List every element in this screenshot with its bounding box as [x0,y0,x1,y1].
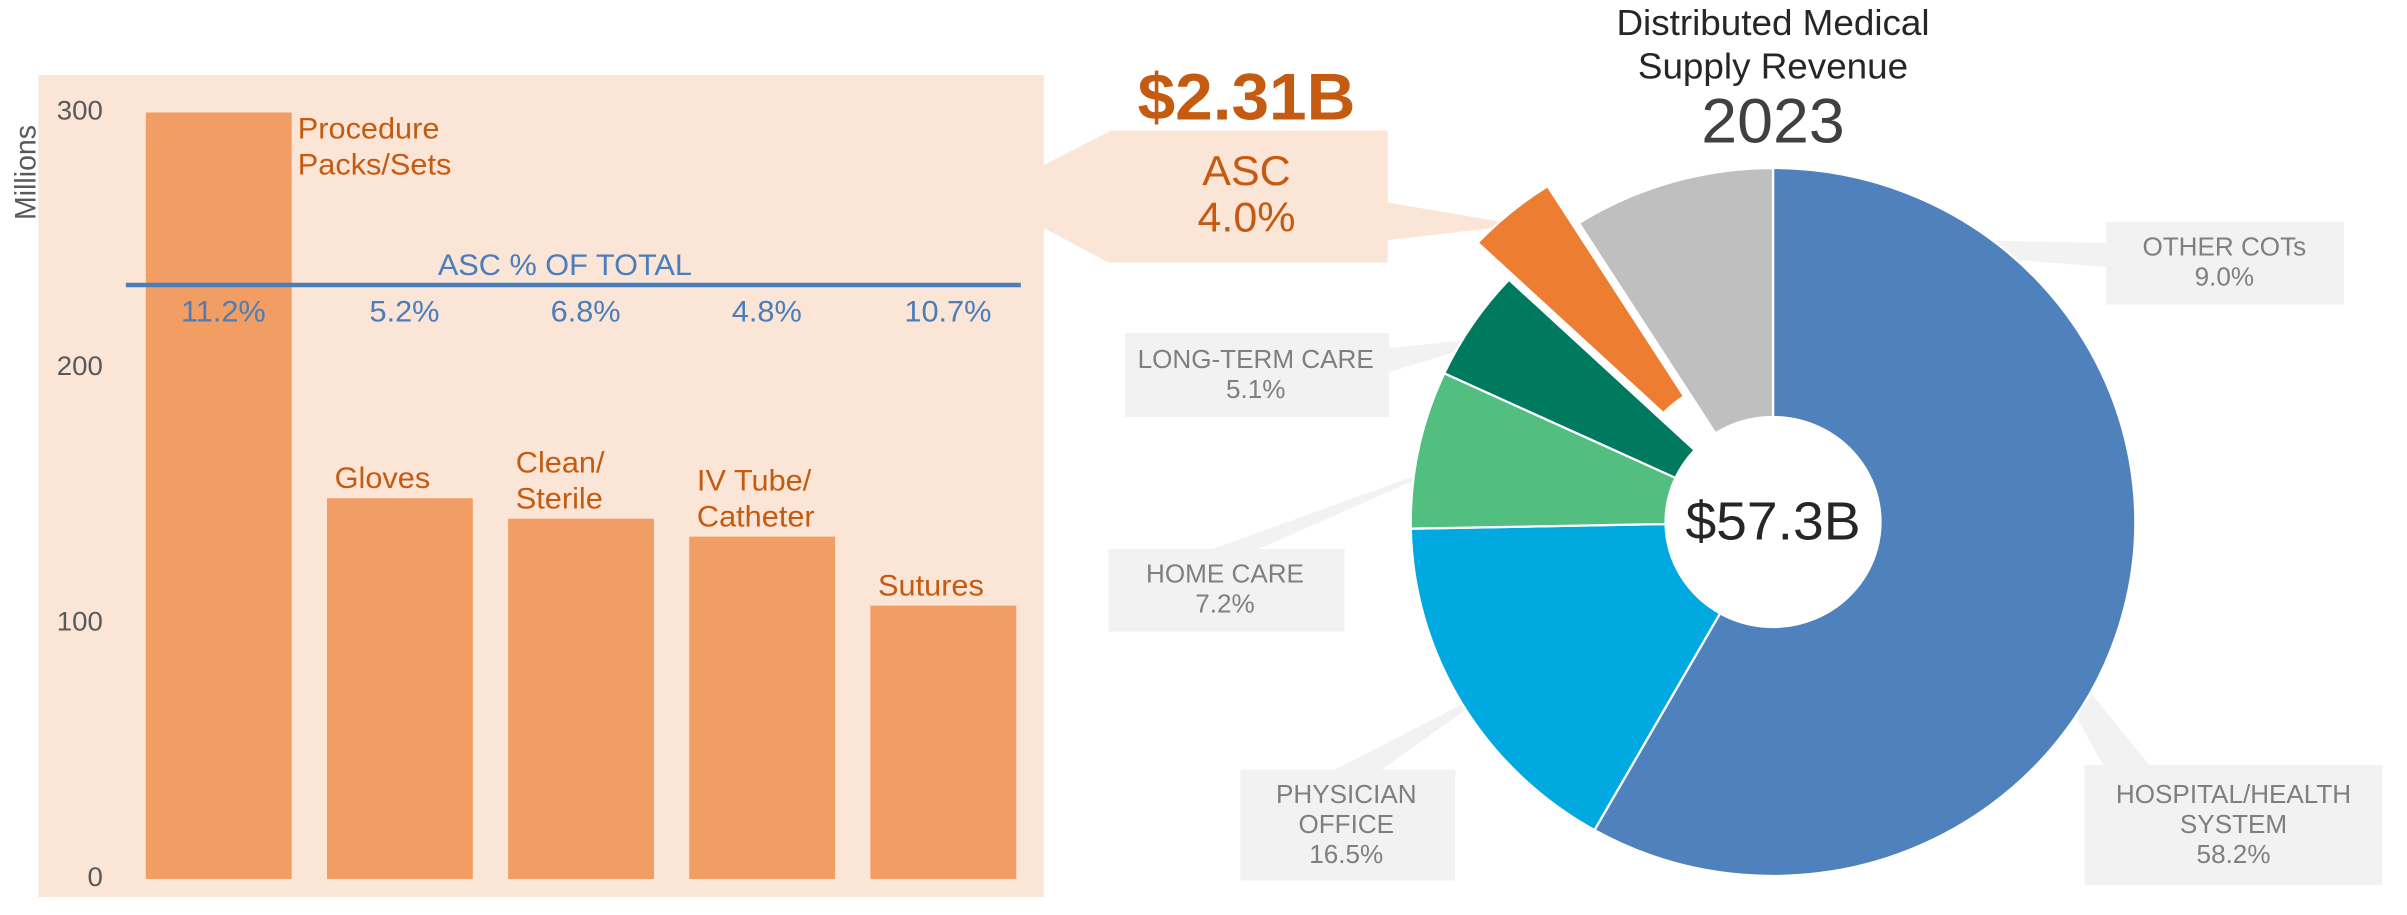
share-label: 10.7% [904,296,991,329]
label-box [1108,549,1345,632]
callout-value: $2.31B [1138,61,1356,134]
center-label: $57.3B [1685,491,1860,551]
chart-subtitle: 2023 [1701,85,1844,156]
y-tick-label: 0 [87,861,102,892]
slice-value-label: 9.0% [2195,264,2254,292]
slice-label: SYSTEM [2180,811,2287,839]
label-box [1125,333,1390,417]
label-box [2106,222,2345,305]
y-tick-label: 100 [57,606,103,637]
bar [870,605,1017,879]
connector [1043,132,1109,263]
slice-value-label: 7.2% [1195,591,1254,619]
donut-hole [1665,417,1881,627]
share-label: 5.2% [370,296,440,329]
category-label: Sutures [878,570,984,603]
category-label: Packs/Sets [298,149,452,182]
category-label: Procedure [298,113,440,146]
slice-label: ASC [1202,149,1290,195]
category-label: Clean/ [516,447,605,480]
slice-label: HOME CARE [1146,561,1304,589]
slice-label: HOSPITAL/HEALTH [2116,781,2351,809]
slice-value-label: 5.1% [1226,376,1285,404]
bar [326,498,473,879]
slice-label: PHYSICIAN [1276,781,1417,809]
label-box [1240,769,1456,881]
slice-label: LONG-TERM CARE [1138,346,1374,374]
share-title: ASC % OF TOTAL [438,249,692,282]
category-label: Gloves [335,463,431,496]
category-label: Sterile [516,483,603,516]
bar [689,536,836,879]
share-label: 6.8% [551,296,621,329]
bar [145,112,292,879]
slice-value-label: 16.5% [1309,841,1383,869]
bar [508,518,654,879]
y-tick-label: 200 [57,350,103,381]
pie-slice [1475,184,1686,415]
share-label: 11.2% [181,296,266,329]
y-axis-label: Millions [10,125,42,220]
slice-label: OFFICE [1298,811,1394,839]
chart-title: Distributed Medical [1616,2,1929,43]
share-label: 4.8% [732,296,802,329]
slice-label: OTHER COTs [2142,234,2306,262]
chart-title: Supply Revenue [1638,46,1908,87]
label-box [2084,765,2383,885]
asc-box [1108,130,1388,263]
slice-value-label: 58.2% [2197,841,2271,869]
pointer [1387,202,1520,240]
category-label: IV Tube/ [697,465,812,498]
pointer [1212,457,1466,549]
slice-value-label: 4.0% [1198,195,1296,241]
category-label: Catheter [697,501,815,534]
y-tick-label: 300 [57,95,103,126]
